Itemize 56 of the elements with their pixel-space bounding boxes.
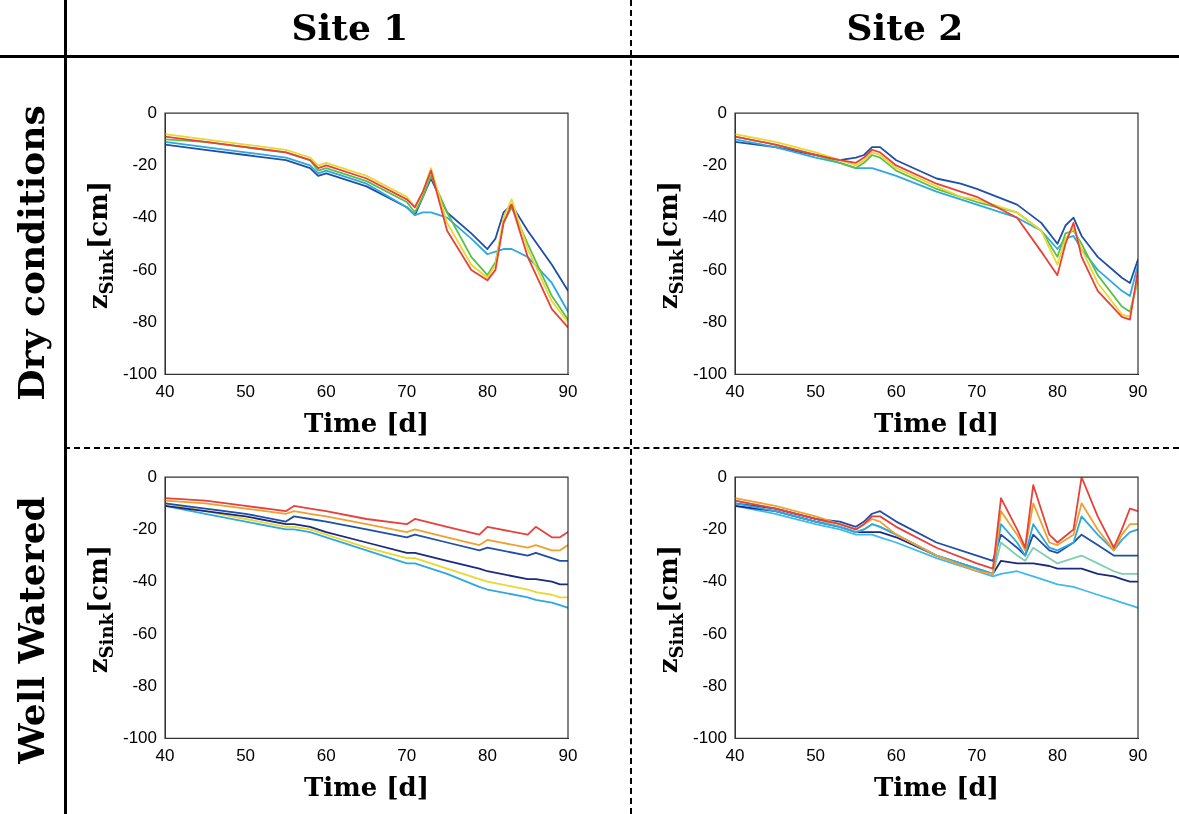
x-tick-label: 60 — [316, 382, 336, 402]
text: Dry conditions — [10, 104, 53, 401]
x-tick-label: 40 — [155, 746, 175, 766]
chart-title: Site 1 — [290, 5, 410, 50]
y-tick-label: -40 — [132, 207, 158, 227]
x-tick-label: 80 — [1047, 382, 1067, 402]
y-tick-label: -20 — [702, 519, 728, 539]
x-tick-label: 70 — [397, 382, 417, 402]
y-tick-label: -20 — [132, 155, 158, 175]
y-tick-label: -40 — [702, 571, 728, 591]
y-tick-label: -80 — [132, 311, 158, 331]
y-tick-label: -40 — [132, 571, 158, 591]
x-tick-label: 90 — [558, 382, 578, 402]
chart-title: Site 2 — [845, 5, 965, 50]
y-tick-label: 0 — [147, 102, 158, 122]
y-tick-label: -20 — [702, 155, 728, 175]
y-tick-label: -100 — [692, 364, 728, 384]
y-tick-label: -60 — [132, 259, 158, 279]
x-tick-label: 40 — [725, 746, 745, 766]
x-tick-label: 90 — [1128, 746, 1148, 766]
y-tick-label: 0 — [147, 466, 158, 486]
text: Well Watered — [10, 496, 52, 764]
x-tick-label: 70 — [967, 746, 987, 766]
y-tick-label: -80 — [132, 675, 158, 695]
x-tick-label: 80 — [477, 746, 497, 766]
x-tick-label: 70 — [967, 382, 987, 402]
y-tick-label: -20 — [132, 519, 158, 539]
y-tick-label: -80 — [702, 675, 728, 695]
y-tick-label: 0 — [717, 466, 728, 486]
x-axis-title: Time [d] — [303, 408, 430, 439]
x-tick-label: 50 — [806, 382, 826, 402]
y-tick-label: -40 — [702, 207, 728, 227]
x-tick-label: 60 — [886, 382, 906, 402]
x-tick-label: 90 — [558, 746, 578, 766]
x-axis-title: Time [d] — [873, 408, 1000, 439]
x-tick-label: 80 — [1047, 746, 1067, 766]
x-axis-title: Time [d] — [873, 772, 1000, 803]
y-tick-label: -80 — [702, 311, 728, 331]
y-tick-label: -100 — [692, 728, 728, 748]
x-axis-title: Time [d] — [303, 772, 430, 803]
x-tick-label: 50 — [806, 746, 826, 766]
x-tick-label: 70 — [397, 746, 417, 766]
x-tick-label: 80 — [477, 382, 497, 402]
x-tick-label: 40 — [155, 382, 175, 402]
y-tick-label: -60 — [132, 623, 158, 643]
x-tick-label: 60 — [886, 746, 906, 766]
x-tick-label: 40 — [725, 382, 745, 402]
x-tick-label: 60 — [316, 746, 336, 766]
x-tick-label: 50 — [236, 746, 256, 766]
y-tick-label: 0 — [717, 102, 728, 122]
y-tick-label: -60 — [702, 259, 728, 279]
x-tick-label: 90 — [1128, 382, 1148, 402]
y-tick-label: -100 — [122, 728, 158, 748]
x-tick-label: 50 — [236, 382, 256, 402]
y-tick-label: -100 — [122, 364, 158, 384]
y-tick-label: -60 — [702, 623, 728, 643]
